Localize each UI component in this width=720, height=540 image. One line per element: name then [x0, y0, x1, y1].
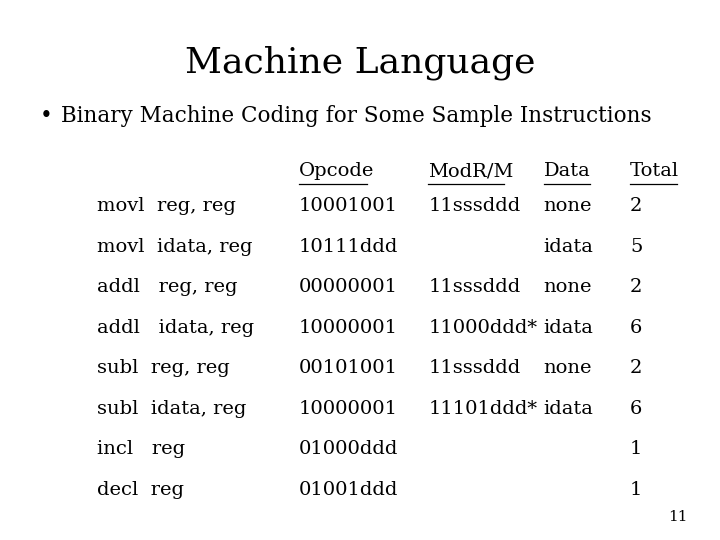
Text: 00101001: 00101001	[299, 359, 397, 377]
Text: 2: 2	[630, 197, 642, 215]
Text: movl  reg, reg: movl reg, reg	[97, 197, 236, 215]
Text: incl   reg: incl reg	[97, 440, 185, 458]
Text: Data: Data	[544, 162, 590, 180]
Text: subl  reg, reg: subl reg, reg	[97, 359, 230, 377]
Text: movl  idata, reg: movl idata, reg	[97, 238, 253, 255]
Text: 11: 11	[668, 510, 688, 524]
Text: 10000001: 10000001	[299, 400, 397, 417]
Text: 10111ddd: 10111ddd	[299, 238, 398, 255]
Text: 5: 5	[630, 238, 642, 255]
Text: Binary Machine Coding for Some Sample Instructions: Binary Machine Coding for Some Sample In…	[61, 105, 652, 127]
Text: 6: 6	[630, 400, 642, 417]
Text: Total: Total	[630, 162, 679, 180]
Text: addl   reg, reg: addl reg, reg	[97, 278, 238, 296]
Text: Opcode: Opcode	[299, 162, 374, 180]
Text: none: none	[544, 359, 592, 377]
Text: idata: idata	[544, 319, 593, 336]
Text: 11101ddd*: 11101ddd*	[428, 400, 537, 417]
Text: 11sssddd: 11sssddd	[428, 278, 521, 296]
Text: 2: 2	[630, 359, 642, 377]
Text: 01001ddd: 01001ddd	[299, 481, 398, 498]
Text: 1: 1	[630, 481, 642, 498]
Text: idata: idata	[544, 238, 593, 255]
Text: idata: idata	[544, 400, 593, 417]
Text: addl   idata, reg: addl idata, reg	[97, 319, 254, 336]
Text: 10000001: 10000001	[299, 319, 397, 336]
Text: Machine Language: Machine Language	[185, 46, 535, 80]
Text: ModR/M: ModR/M	[428, 162, 514, 180]
Text: 11sssddd: 11sssddd	[428, 197, 521, 215]
Text: 10001001: 10001001	[299, 197, 397, 215]
Text: •: •	[40, 105, 53, 127]
Text: 11000ddd*: 11000ddd*	[428, 319, 537, 336]
Text: subl  idata, reg: subl idata, reg	[97, 400, 246, 417]
Text: 00000001: 00000001	[299, 278, 397, 296]
Text: none: none	[544, 197, 592, 215]
Text: 2: 2	[630, 278, 642, 296]
Text: none: none	[544, 278, 592, 296]
Text: 11sssddd: 11sssddd	[428, 359, 521, 377]
Text: 1: 1	[630, 440, 642, 458]
Text: decl  reg: decl reg	[97, 481, 184, 498]
Text: 6: 6	[630, 319, 642, 336]
Text: 01000ddd: 01000ddd	[299, 440, 398, 458]
